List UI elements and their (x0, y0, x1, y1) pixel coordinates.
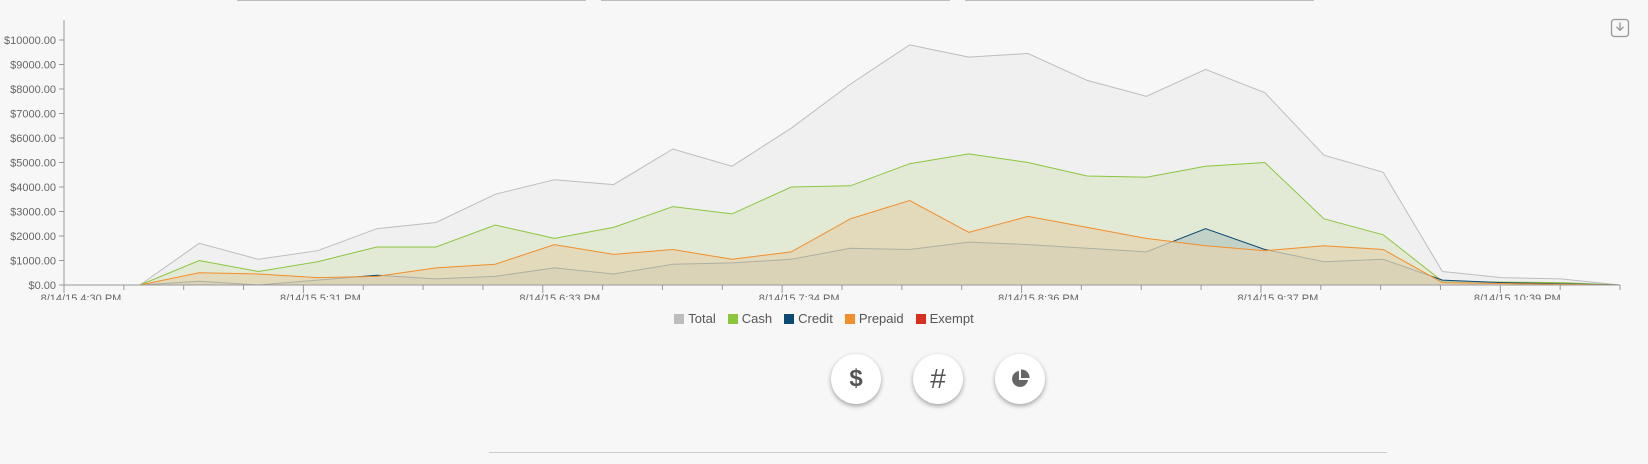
top-tab-2[interactable] (601, 0, 950, 1)
y-axis: $0.00 $1000.00 $2000.00 $3000.00 $4000.00 $50… (4, 20, 65, 292)
count-button-label: # (930, 363, 946, 394)
legend-swatch-cash (727, 313, 738, 324)
legend-item-total[interactable]: Total (674, 311, 716, 326)
series-group (139, 44, 1621, 286)
legend-swatch-exempt (915, 313, 926, 324)
legend-label-prepaid: Prepaid (858, 311, 904, 326)
download-icon[interactable] (1610, 18, 1630, 38)
bottom-divider (489, 452, 1387, 453)
y-tick-label: $3000.00 (10, 207, 56, 219)
legend-swatch-prepaid (844, 313, 855, 324)
top-tab-1[interactable] (237, 0, 586, 1)
cash-line (139, 153, 1621, 286)
pie-chart-icon (1012, 369, 1030, 387)
legend-item-credit[interactable]: Credit (784, 311, 833, 326)
dollar-button[interactable]: $ (831, 354, 881, 404)
y-tick-label: $7000.00 (10, 109, 56, 121)
y-tick-label: $2000.00 (10, 231, 56, 243)
legend-item-prepaid[interactable]: Prepaid (844, 311, 904, 326)
y-tick-label: $5000.00 (10, 158, 56, 170)
legend-label-exempt: Exempt (929, 311, 974, 326)
x-tick-label: 8/14/15 5:31 PM (280, 293, 361, 300)
x-axis: 8/14/15 4:30 PM 8/14/15 5:31 PM 8/14/15 6:… (41, 284, 1621, 300)
legend-label-credit: Credit (798, 311, 833, 326)
chart-legend: Total Cash Credit Prepaid Exempt (0, 311, 1648, 326)
dollar-button-label: $ (849, 365, 863, 392)
legend-item-exempt[interactable]: Exempt (915, 311, 974, 326)
area-chart: $0.00 $1000.00 $2000.00 $3000.00 $4000.00 $50… (4, 20, 1621, 300)
y-tick-label: $9000.00 (10, 60, 56, 72)
legend-label-total: Total (688, 311, 716, 326)
total-line (139, 44, 1621, 286)
x-tick-label: 8/14/15 4:30 PM (41, 293, 122, 300)
y-tick-label: $8000.00 (10, 84, 56, 96)
x-tick-label: 8/14/15 8:36 PM (998, 293, 1079, 300)
y-tick-label: $1000.00 (10, 256, 56, 268)
y-tick-label: $10000.00 (4, 35, 56, 47)
y-tick-label: $0.00 (28, 280, 56, 292)
legend-item-cash[interactable]: Cash (727, 311, 773, 326)
legend-swatch-credit (784, 313, 795, 324)
prepaid-line (139, 199, 1621, 286)
prepaid-area (140, 200, 1620, 285)
x-tick-label: 8/14/15 10:39 PM (1474, 293, 1561, 300)
x-tick-label: 8/14/15 7:34 PM (759, 293, 840, 300)
top-tab-3[interactable] (965, 0, 1314, 1)
y-tick-label: $4000.00 (10, 182, 56, 194)
count-button[interactable]: # (913, 354, 963, 404)
x-tick-label: 8/14/15 9:37 PM (1238, 293, 1319, 300)
pie-chart-button[interactable] (995, 354, 1045, 404)
x-tick-label: 8/14/15 6:33 PM (519, 293, 600, 300)
legend-swatch-total (674, 313, 685, 324)
y-tick-label: $6000.00 (10, 133, 56, 145)
legend-label-cash: Cash (741, 311, 773, 326)
